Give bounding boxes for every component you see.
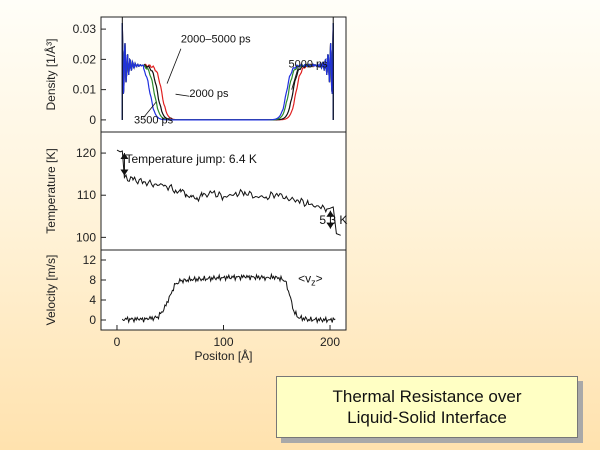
density-annotation: 2000–5000 ps <box>181 34 251 46</box>
caption-box: Thermal Resistance over Liquid-Solid Int… <box>276 376 578 438</box>
velocity-xtick-label: 0 <box>114 335 121 349</box>
position-xlabel: Positon [Å] <box>194 348 252 363</box>
velocity-annotation: <vz> <box>298 272 323 288</box>
velocity-ytick-label: 8 <box>89 273 96 287</box>
caption-line-2: Liquid-Solid Interface <box>347 408 507 427</box>
density-pointer-line <box>291 67 299 90</box>
velocity-ytick-label: 0 <box>89 313 96 327</box>
velocity-xtick-label: 200 <box>320 335 340 349</box>
density-ylabel: Density [1/Å³] <box>43 38 58 110</box>
velocity-line <box>121 272 336 325</box>
velocity-ytick-label: 12 <box>83 253 97 267</box>
temperature-jump-arrowhead <box>326 210 335 217</box>
density-ytick-label: 0.01 <box>73 83 97 97</box>
density-annotation: 2000 ps <box>189 88 229 100</box>
temp-ytick-label: 110 <box>77 188 96 202</box>
velocity-xtick-label: 100 <box>213 335 233 349</box>
density-panel: 0 0.01 0.02 0.03 Density [1/Å³] 2000–5000 ps 2… <box>43 16 347 133</box>
temp-plot-area <box>100 131 347 251</box>
density-annotation: 5000 ps <box>288 59 328 71</box>
density-ytick-label: 0 <box>89 113 96 127</box>
density-annotation: 3500 ps <box>134 115 174 127</box>
temperature-jump-arrowhead <box>326 222 335 229</box>
density-ytick-label: 0.02 <box>73 52 97 66</box>
temperature-annotation: 5.3 K <box>319 213 347 227</box>
density-series-line <box>121 23 334 121</box>
temperature-line <box>116 149 341 236</box>
caption-line-1: Thermal Resistance over <box>332 387 522 406</box>
temp-ytick-label: 120 <box>76 146 96 160</box>
density-pointer-line <box>166 48 182 84</box>
density-ytick-label: 0.03 <box>73 22 97 36</box>
density-pointer-line <box>143 101 157 118</box>
density-plot-area <box>100 16 347 133</box>
temp-ylabel: Temperature [K] <box>44 148 58 233</box>
velocity-ylabel: Velocity [m/s] <box>44 255 58 326</box>
temperature-annotation: Temperature jump: 6.4 K <box>126 152 257 166</box>
temperature-jump-arrowhead <box>120 169 129 176</box>
temperature-panel: 100 110 120 Temperature [K] Temperature jump… <box>44 131 347 251</box>
temperature-jump-arrowhead <box>120 152 129 159</box>
velocity-ytick-label: 4 <box>89 293 96 307</box>
temp-ytick-label: 100 <box>76 230 96 244</box>
velocity-panel: 0 4 8 12 Velocity [m/s] 0 100 200 Positon [Å] <vz… <box>44 249 347 363</box>
density-pointer-line <box>175 93 190 97</box>
